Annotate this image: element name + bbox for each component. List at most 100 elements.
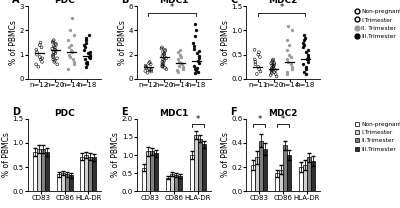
Point — [86, 55, 92, 59]
Point — [67, 55, 73, 59]
Point — [175, 51, 181, 54]
Point — [50, 58, 56, 61]
Point — [195, 59, 201, 62]
Point — [270, 64, 277, 67]
Point — [272, 68, 278, 72]
Bar — [190, 155, 194, 191]
Y-axis label: % of PBMCs: % of PBMCs — [221, 20, 230, 65]
Point — [302, 65, 309, 68]
Bar — [80, 156, 84, 191]
Point — [84, 63, 90, 66]
Point — [69, 17, 75, 20]
Point — [82, 46, 88, 49]
Point — [159, 54, 166, 57]
Point — [305, 55, 312, 59]
Point — [162, 48, 168, 51]
Point — [255, 53, 262, 56]
Point — [146, 67, 152, 71]
Text: *: * — [257, 115, 262, 124]
Point — [148, 68, 154, 71]
Point — [289, 29, 295, 32]
Point — [252, 60, 258, 64]
Point — [289, 65, 296, 68]
Point — [284, 48, 290, 51]
Point — [179, 63, 186, 66]
Point — [191, 45, 198, 48]
Point — [37, 41, 44, 44]
Point — [254, 72, 260, 76]
Point — [286, 43, 293, 47]
Point — [52, 46, 58, 49]
Point — [257, 70, 264, 73]
Point — [193, 69, 200, 72]
Point — [305, 48, 311, 51]
Bar — [61, 173, 65, 191]
Text: *: * — [196, 115, 200, 124]
Point — [83, 38, 90, 42]
Point — [192, 67, 198, 71]
Point — [284, 72, 290, 76]
Point — [257, 55, 263, 59]
Text: *: * — [281, 115, 285, 124]
Point — [268, 62, 274, 65]
Point — [33, 63, 39, 66]
Point — [51, 51, 57, 54]
Point — [194, 52, 200, 55]
Point — [83, 61, 89, 65]
Point — [68, 43, 74, 47]
Point — [71, 60, 77, 64]
Point — [159, 64, 166, 68]
Bar — [84, 155, 88, 191]
Title: PDC: PDC — [54, 0, 75, 5]
Point — [65, 53, 72, 56]
Point — [50, 41, 56, 44]
Bar — [198, 139, 202, 191]
Point — [303, 72, 310, 76]
Point — [159, 63, 166, 66]
Bar — [178, 176, 182, 191]
Bar — [194, 135, 198, 191]
Point — [268, 68, 275, 72]
Bar — [279, 170, 283, 191]
Point — [161, 52, 168, 55]
Point — [273, 75, 280, 78]
Bar — [154, 153, 158, 191]
Point — [288, 63, 295, 66]
Point — [160, 64, 166, 67]
Point — [50, 38, 57, 42]
Point — [195, 70, 202, 73]
Point — [148, 63, 154, 66]
Point — [256, 51, 262, 54]
Point — [270, 65, 276, 68]
Point — [300, 43, 307, 47]
Point — [35, 65, 42, 68]
Bar — [202, 144, 206, 191]
Text: E: E — [121, 107, 128, 117]
Point — [302, 67, 309, 71]
Text: *: * — [279, 4, 284, 12]
Point — [54, 57, 60, 60]
Point — [160, 51, 166, 54]
Point — [38, 46, 45, 49]
Y-axis label: % of PBMCs: % of PBMCs — [112, 133, 120, 177]
Y-axis label: % of PBMCs: % of PBMCs — [2, 133, 11, 177]
Bar — [57, 175, 61, 191]
Y-axis label: % of PBMCs: % of PBMCs — [9, 20, 18, 65]
Point — [286, 53, 292, 56]
Point — [192, 23, 198, 26]
Point — [196, 61, 202, 65]
Bar — [251, 165, 256, 191]
Point — [86, 51, 93, 54]
Point — [271, 63, 278, 66]
Point — [304, 58, 311, 61]
Point — [190, 47, 197, 50]
Point — [268, 71, 275, 75]
Point — [148, 70, 154, 73]
Point — [305, 60, 312, 64]
Point — [192, 35, 198, 38]
Point — [284, 58, 290, 61]
Point — [283, 38, 290, 42]
Legend: Non-pregnant, I.Trimester, II.Trimester, III.Trimester: Non-pregnant, I.Trimester, II.Trimester,… — [354, 122, 400, 152]
Point — [176, 60, 182, 64]
Point — [53, 43, 59, 47]
